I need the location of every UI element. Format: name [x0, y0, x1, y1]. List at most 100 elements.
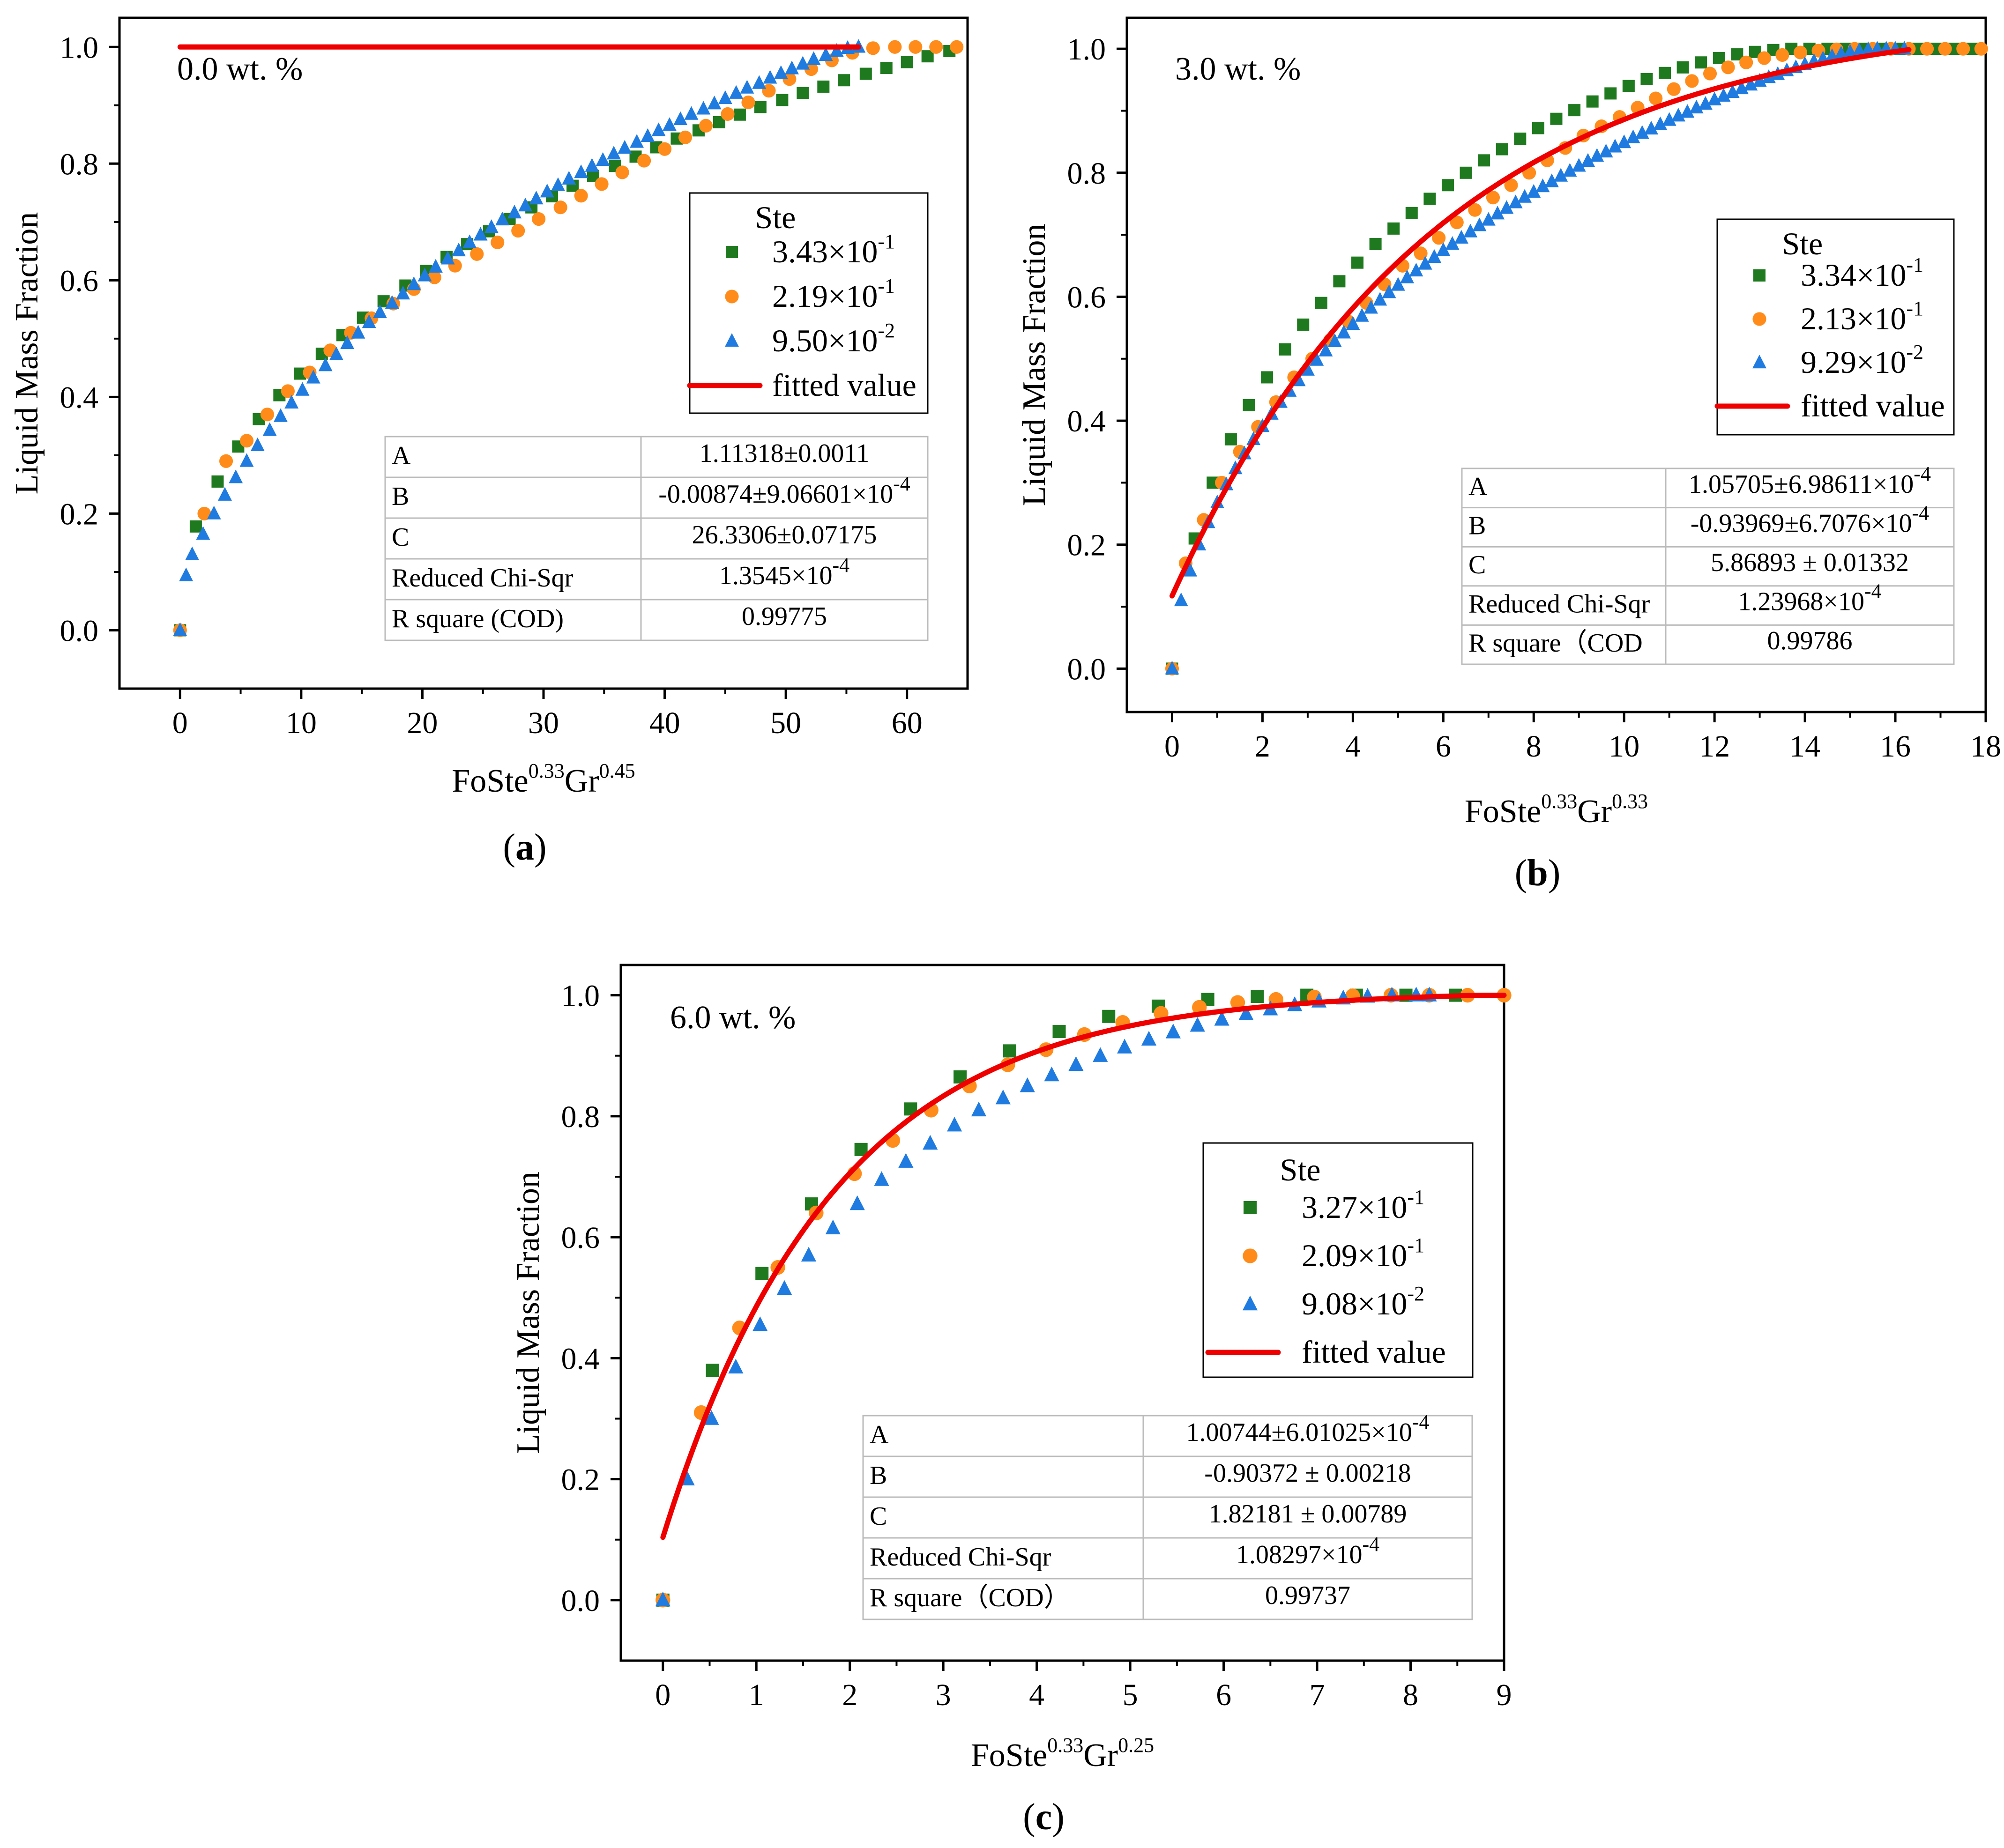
x-tick-label: 6: [1436, 729, 1451, 764]
data-point: [684, 106, 699, 120]
data-point: [995, 1089, 1011, 1105]
x-tick-label: 3: [936, 1678, 951, 1712]
data-point: [641, 128, 655, 142]
data-point: [829, 43, 844, 57]
data-point: [1721, 60, 1735, 74]
data-point: [1427, 249, 1441, 263]
data-point: [1214, 1010, 1229, 1026]
data-point: [340, 335, 355, 349]
table-param-value: -0.93969±6.7076×10-4: [1691, 501, 1930, 538]
y-tick-label: 0.8: [1067, 156, 1106, 191]
x-tick-label: 30: [528, 706, 559, 740]
data-point: [950, 40, 964, 54]
data-point: [196, 526, 210, 540]
data-point: [219, 454, 233, 468]
table-param-label: A: [392, 441, 411, 470]
table-frame: [862, 1415, 1473, 1620]
data-point: [1243, 399, 1255, 412]
data-point: [741, 95, 755, 110]
data-point: [1496, 143, 1508, 156]
legend-entry: 9.50×10-2: [772, 319, 895, 358]
data-point: [1445, 236, 1460, 250]
data-point: [721, 107, 735, 121]
data-point: [1400, 269, 1415, 283]
data-point: [1920, 42, 1934, 56]
data-point: [1514, 133, 1527, 145]
series-1: [1166, 43, 1979, 675]
data-point: [607, 146, 621, 160]
fit-parameter-table: A 1.05705±6.98611×10-4 B -0.93969±6.7076×10…: [1461, 462, 1955, 665]
legend-entry: 2.13×10-1: [1801, 297, 1923, 336]
data-point: [1409, 262, 1423, 277]
legend-symbol: [1753, 269, 1766, 282]
x-tick-label: 4: [1029, 1678, 1044, 1712]
x-tick-label: 9: [1497, 1678, 1512, 1712]
data-point: [473, 227, 488, 241]
data-point: [888, 40, 902, 54]
x-tick-label: 14: [1789, 729, 1820, 764]
data-point: [849, 1195, 865, 1210]
data-point: [971, 1101, 987, 1117]
legend-symbol: [725, 289, 739, 304]
data-point: [1689, 99, 1704, 114]
data-point: [417, 267, 432, 282]
data-point: [1382, 284, 1396, 298]
data-point: [1044, 1066, 1059, 1082]
data-point: [284, 394, 299, 409]
data-point: [1454, 230, 1468, 244]
data-point: [1068, 1056, 1084, 1071]
y-axis-label: Liquid Mass Fraction: [9, 212, 45, 495]
data-point: [1725, 84, 1740, 98]
data-point: [1183, 563, 1198, 577]
chart-panel-b: 0 2 4 6 8 10 12 14 16 18 0.0 0.2 0.4 0.6 0.8 1.0 FoSte0.…: [1016, 16, 2001, 894]
data-point: [1626, 129, 1640, 143]
y-tick-label: 0.0: [561, 1584, 600, 1618]
legend-box: [1716, 218, 1955, 436]
data-point: [452, 242, 466, 257]
table-param-label: R square（COD: [1468, 629, 1643, 658]
x-axis-label: FoSte0.33Gr0.33: [1465, 790, 1648, 830]
data-point: [1327, 333, 1342, 348]
y-tick-label: 0.6: [561, 1221, 600, 1255]
data-point: [1550, 112, 1563, 125]
data-point: [229, 469, 243, 483]
data-point: [1659, 67, 1671, 79]
data-point: [1460, 166, 1472, 179]
legend-entry-fit: fitted value: [772, 367, 916, 403]
data-point: [1364, 300, 1378, 314]
data-point: [728, 1358, 744, 1373]
data-point: [662, 117, 677, 131]
data-point: [1667, 82, 1681, 96]
table-param-value: -0.00874±9.06601×10-4: [658, 472, 910, 509]
y-tick-label: 0.8: [561, 1100, 600, 1134]
legend-symbol: [1242, 1295, 1258, 1311]
data-point: [1617, 134, 1632, 148]
data-point: [1535, 178, 1550, 193]
table-param-value: 0.99775: [742, 602, 827, 631]
legend-title: Ste: [1280, 1152, 1321, 1187]
data-point: [1117, 1039, 1132, 1054]
data-point: [776, 1280, 792, 1295]
data-point: [551, 177, 565, 191]
table-param-label: B: [1468, 511, 1486, 540]
data-point: [901, 56, 913, 68]
data-point: [1337, 325, 1351, 339]
table-param-value: 1.3545×10-4: [719, 554, 849, 590]
x-tick-label: 1: [749, 1678, 764, 1712]
data-point: [1752, 73, 1767, 87]
data-point: [1373, 292, 1387, 306]
data-point: [755, 1267, 769, 1280]
data-point: [797, 87, 809, 99]
data-point: [1020, 1077, 1035, 1092]
x-tick-label: 40: [649, 706, 680, 740]
data-point: [1554, 168, 1568, 182]
legend-entry: 3.27×10-1: [1302, 1186, 1424, 1225]
data-point: [909, 40, 923, 54]
table-param-value: 1.00744±6.01025×10-4: [1186, 1410, 1430, 1447]
table-param-value: 1.08297×10-4: [1236, 1533, 1379, 1569]
data-point: [1490, 206, 1505, 220]
fitted-curve: [660, 993, 1507, 1540]
data-point: [518, 198, 533, 212]
